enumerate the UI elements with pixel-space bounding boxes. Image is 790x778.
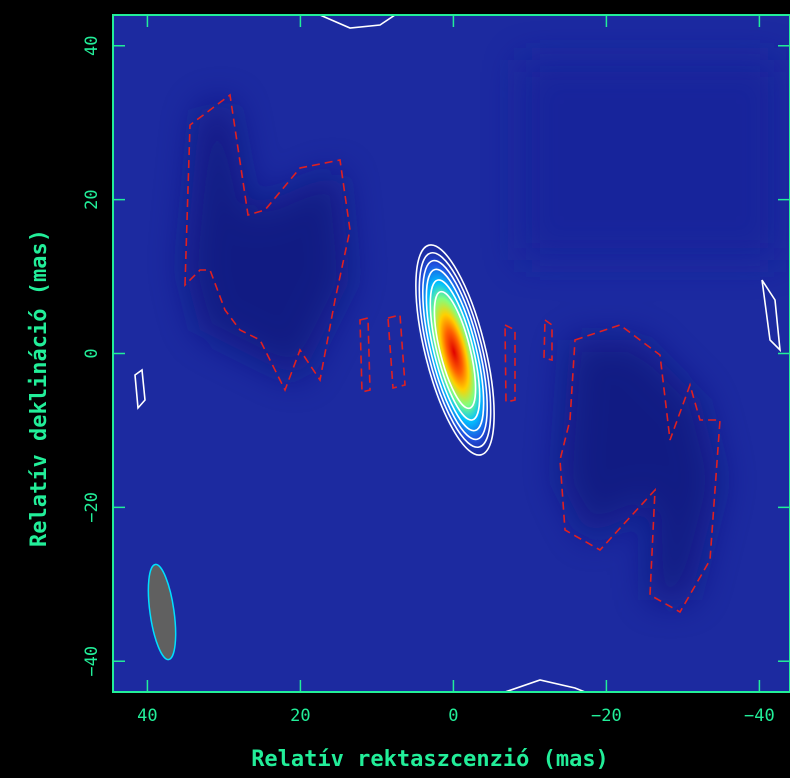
chart: Relatív rektaszcenzió (mas) Relatív dekl…: [0, 0, 790, 778]
x-tick-label: 0: [448, 706, 458, 726]
y-axis-label: Relatív deklináció (mas): [27, 229, 52, 547]
y-tick-label: −40: [82, 646, 102, 677]
x-tick-label: 40: [137, 706, 157, 726]
y-tick-label: 40: [82, 36, 102, 56]
x-axis-label: Relatív rektaszcenzió (mas): [251, 747, 609, 772]
x-tick-label: −20: [591, 706, 622, 726]
y-tick-label: 0: [82, 348, 102, 358]
y-tick-label: 20: [82, 189, 102, 209]
x-tick-label: 20: [290, 706, 310, 726]
map-image: [113, 15, 790, 692]
y-tick-label: −20: [82, 492, 102, 523]
x-tick-label: −40: [744, 706, 775, 726]
